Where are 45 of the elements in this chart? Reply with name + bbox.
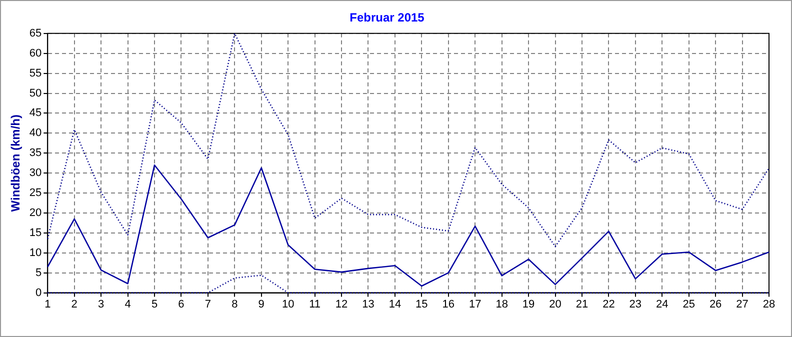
line-series <box>46 32 770 248</box>
x-tick-label: 27 <box>736 298 748 310</box>
y-tick-label: 35 <box>29 147 42 160</box>
x-tick-label: 17 <box>468 298 482 310</box>
x-tick-label: 26 <box>709 298 722 310</box>
y-tick-label: 55 <box>29 67 42 80</box>
x-tick-label: 23 <box>629 298 642 310</box>
x-tick-label: 16 <box>442 298 455 310</box>
chart-title: Februar 2015 <box>350 10 425 25</box>
y-tick-label: 5 <box>36 266 42 279</box>
x-tick-label: 19 <box>522 298 535 310</box>
x-tick-label: 11 <box>309 298 321 310</box>
x-tick-label: 20 <box>549 298 562 310</box>
x-tick-label: 10 <box>282 298 294 310</box>
y-tick-label: 40 <box>29 127 42 140</box>
x-tick-label: 14 <box>388 298 402 310</box>
x-tick-label: 1 <box>44 298 51 310</box>
x-tick-label: 7 <box>204 298 211 310</box>
x-tick-label: 13 <box>362 298 374 310</box>
x-tick-label: 24 <box>656 298 668 310</box>
y-tick-label: 20 <box>29 207 42 220</box>
x-tick-label: 9 <box>258 298 264 310</box>
x-tick-label: 18 <box>496 298 508 310</box>
y-tick-label: 0 <box>36 286 42 299</box>
y-axis-title: Windböen (km/h) <box>8 114 23 212</box>
y-tick-label: 65 <box>29 27 42 40</box>
y-tick-label: 60 <box>29 47 42 60</box>
x-tick-label: 5 <box>151 298 158 310</box>
x-tick-label: 22 <box>602 298 615 310</box>
x-tick-label: 6 <box>178 298 184 310</box>
y-tick-label: 15 <box>29 226 42 239</box>
x-tick-label: 2 <box>71 298 78 310</box>
x-tick-label: 4 <box>124 298 131 310</box>
x-tick-label: 28 <box>762 298 776 310</box>
x-tick-label: 25 <box>682 298 695 310</box>
x-tick-label: 21 <box>576 298 588 310</box>
y-tick-label: 50 <box>29 87 42 100</box>
y-tick-label: 45 <box>29 107 42 120</box>
x-tick-label: 8 <box>232 298 238 310</box>
x-tick-label: 3 <box>98 298 104 310</box>
y-tick-label: 10 <box>29 246 42 259</box>
x-tick-label: 15 <box>416 298 428 310</box>
x-tick-label: 12 <box>335 298 348 310</box>
y-tick-label: 25 <box>29 187 42 200</box>
y-tick-label: 30 <box>29 167 42 180</box>
